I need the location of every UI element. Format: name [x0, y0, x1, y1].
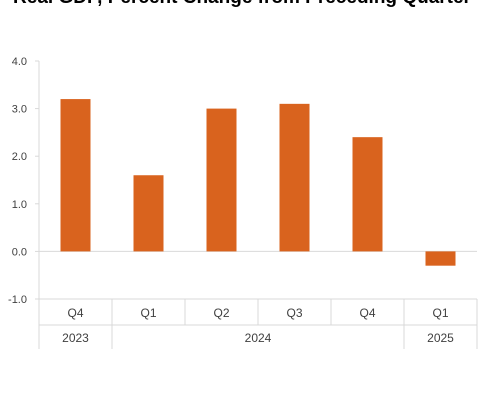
bar	[425, 251, 456, 266]
quarter-label: Q1	[140, 306, 156, 320]
y-tick-label: -1.0	[8, 294, 27, 306]
bar-layer	[60, 99, 456, 266]
label-layer: 4.0 3.0 2.0 1.0 0.0 -1.0 2023 2024 2025 Q4 Q1 Q2 Q3 Q…	[8, 56, 454, 345]
quarter-label: Q2	[213, 306, 229, 320]
quarter-label: Q3	[286, 306, 302, 320]
quarter-label: Q1	[432, 306, 448, 320]
y-tick-label: 2.0	[12, 151, 27, 163]
y-tick-label: 4.0	[12, 56, 27, 68]
bar	[352, 137, 383, 252]
axis-layer	[35, 60, 478, 349]
bar	[60, 99, 91, 252]
year-group-label: 2025	[427, 331, 454, 345]
chart-title: Real GDP, Percent Change from Preceding …	[13, 0, 472, 8]
year-group-label: 2023	[62, 331, 89, 345]
quarter-label: Q4	[67, 306, 83, 320]
y-tick-label: 0.0	[12, 246, 27, 258]
bar	[279, 103, 310, 252]
year-group-label: 2024	[245, 331, 272, 345]
y-tick-label: 1.0	[12, 199, 27, 211]
bar	[206, 108, 237, 252]
bar	[133, 175, 164, 252]
quarter-label: Q4	[359, 306, 375, 320]
y-tick-label: 3.0	[12, 104, 27, 116]
